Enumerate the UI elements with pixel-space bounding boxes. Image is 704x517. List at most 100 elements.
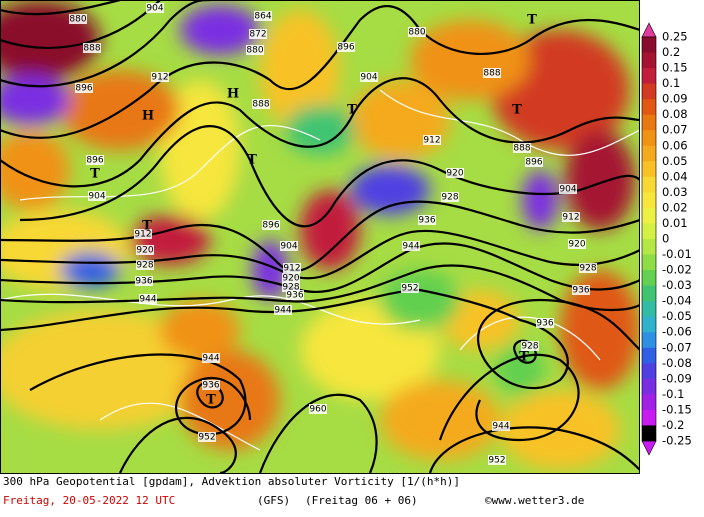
contour-label: 936 bbox=[572, 286, 589, 296]
contour-label: 936 bbox=[286, 291, 303, 301]
colorbar-label: -0.25 bbox=[662, 434, 692, 448]
contour-label: 904 bbox=[360, 73, 377, 83]
colorbar-band bbox=[642, 409, 656, 426]
contour-label-bg bbox=[274, 305, 292, 315]
colorbar-label: 0.2 bbox=[662, 45, 680, 59]
contour-label: 896 bbox=[525, 158, 542, 168]
contour-label-bg bbox=[88, 191, 106, 201]
colorbar-band bbox=[642, 192, 656, 209]
contour-label-bg bbox=[262, 220, 280, 230]
contour-label: 920 bbox=[136, 246, 153, 256]
contour-label: 960 bbox=[309, 405, 326, 415]
contour-label: 912 bbox=[134, 230, 151, 240]
colorbar-band bbox=[642, 301, 656, 318]
colorbar-band bbox=[642, 254, 656, 271]
colorbar-label: -0.15 bbox=[662, 402, 692, 416]
footer-title: 300 hPa Geopotential [gpdam], Advektion … bbox=[3, 475, 460, 488]
contour-label-bg bbox=[135, 276, 153, 286]
colorbar-arrow-top bbox=[641, 22, 657, 38]
colorbar-label: -0.02 bbox=[662, 263, 692, 277]
contour-label: 928 bbox=[521, 342, 538, 352]
pressure-symbol: T bbox=[512, 103, 522, 118]
colorbar-band bbox=[642, 83, 656, 100]
contour-label-bg bbox=[254, 11, 272, 21]
contour-label-bg bbox=[559, 184, 577, 194]
contour-label: 952 bbox=[401, 284, 418, 294]
contour-label-bg bbox=[408, 27, 426, 37]
pressure-symbol: H bbox=[142, 109, 154, 124]
contour-label-bg bbox=[282, 273, 300, 283]
contour-label: 928 bbox=[579, 264, 596, 274]
contour-label-bg bbox=[401, 283, 419, 293]
map-field: 880 904 888 896 912 864 872 880 888 896 880 888 904 9… bbox=[1, 1, 639, 473]
contour-label: 904 bbox=[146, 4, 163, 14]
contour-label-bg bbox=[513, 143, 531, 153]
contour-label-bg bbox=[282, 282, 300, 292]
colorbar-label: -0.08 bbox=[662, 356, 692, 370]
contour-label: 920 bbox=[446, 169, 463, 179]
contour-label: 952 bbox=[488, 456, 505, 466]
colorbar-arrow-bottom bbox=[641, 440, 657, 456]
colorbar-label: -0.01 bbox=[662, 247, 692, 261]
contour-label-bg bbox=[136, 260, 154, 270]
pressure-symbol: T bbox=[90, 167, 100, 182]
pressure-symbol: T bbox=[206, 393, 216, 408]
contour-label: 936 bbox=[135, 277, 152, 287]
colorbar-band bbox=[642, 68, 656, 85]
contour-label: 920 bbox=[568, 240, 585, 250]
contour-label: 896 bbox=[86, 156, 103, 166]
colorbar-label: -0.2 bbox=[662, 418, 684, 432]
colorbar-label: -0.03 bbox=[662, 278, 692, 292]
contour-label: 912 bbox=[562, 213, 579, 223]
colorbar-band bbox=[642, 37, 656, 54]
contour-label: 928 bbox=[136, 261, 153, 271]
contour-label: 928 bbox=[441, 193, 458, 203]
contour-label-bg bbox=[252, 99, 270, 109]
contour-label: 912 bbox=[151, 73, 168, 83]
contour-label: 888 bbox=[483, 69, 500, 79]
contour-label: 872 bbox=[249, 30, 266, 40]
colorbar-band bbox=[642, 332, 656, 349]
contour-label: 944 bbox=[139, 295, 156, 305]
colorbar-frame bbox=[641, 36, 657, 442]
contour-label: 880 bbox=[69, 15, 86, 25]
contour-label-bg bbox=[83, 43, 101, 53]
contour-label-bg bbox=[492, 421, 510, 431]
contour-label-bg bbox=[75, 83, 93, 93]
contour-label-bg bbox=[280, 241, 298, 251]
contour-label: 896 bbox=[75, 84, 92, 94]
contour-label-bg bbox=[139, 294, 157, 304]
contour-label-bg bbox=[525, 157, 543, 167]
contour-label-bg bbox=[521, 341, 539, 351]
contour-label-bg bbox=[418, 215, 436, 225]
contour-label: 880 bbox=[246, 46, 263, 56]
colorbar-label: -0.05 bbox=[662, 309, 692, 323]
contour-label: 936 bbox=[202, 381, 219, 391]
colorbar-label: 0.07 bbox=[662, 123, 688, 137]
contour-label-bg bbox=[146, 3, 164, 13]
colorbar-band bbox=[642, 270, 656, 287]
footer-run: (Freitag 06 + 06) bbox=[305, 494, 418, 507]
contour-label-bg bbox=[134, 229, 152, 239]
pressure-symbol: H bbox=[227, 87, 239, 102]
colorbar-label: 0.04 bbox=[662, 169, 688, 183]
contour-label-bg bbox=[402, 241, 420, 251]
contour-label: 944 bbox=[492, 422, 509, 432]
contour-label-bg bbox=[86, 155, 104, 165]
colorbar-label: -0.1 bbox=[662, 387, 684, 401]
contour-label-bg bbox=[246, 45, 264, 55]
colorbar-label: -0.09 bbox=[662, 371, 692, 385]
colorbar-band bbox=[642, 285, 656, 302]
contour-label-bg bbox=[283, 263, 301, 273]
colorbar-band bbox=[642, 347, 656, 364]
colorbar-band bbox=[642, 425, 656, 442]
contour-label-bg bbox=[488, 455, 506, 465]
contour-label-bg bbox=[446, 168, 464, 178]
contour-label: 952 bbox=[198, 433, 215, 443]
zero-contours bbox=[1, 89, 639, 451]
pressure-symbol: T bbox=[527, 13, 537, 28]
contour-label: 936 bbox=[536, 319, 553, 329]
contour-label: 888 bbox=[252, 100, 269, 110]
footer-source: ©www.wetter3.de bbox=[485, 494, 584, 507]
